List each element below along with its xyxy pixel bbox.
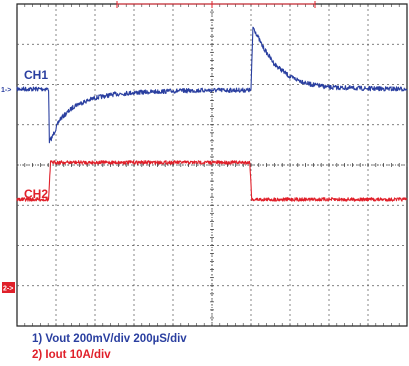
- marker-ch1: 1->: [1, 87, 11, 94]
- caption-channel-1: 1) Vout 200mV/div 200µS/div: [32, 333, 187, 345]
- label-ch2: CH2: [24, 187, 48, 201]
- channel-labels: CH1 1-> CH2 2->: [1, 68, 48, 293]
- marker-ch2-box: [2, 282, 15, 293]
- waveform-traces: [16, 26, 408, 202]
- trace-ch2: [16, 160, 408, 202]
- caption-channel-2: 2) Iout 10A/div: [32, 349, 111, 361]
- trigger-position-indicator: [116, 1, 316, 8]
- marker-ch2: 2->: [3, 286, 13, 293]
- trace-ch1: [16, 26, 408, 144]
- label-ch1: CH1: [24, 68, 48, 82]
- graticule-grid: [16, 3, 408, 327]
